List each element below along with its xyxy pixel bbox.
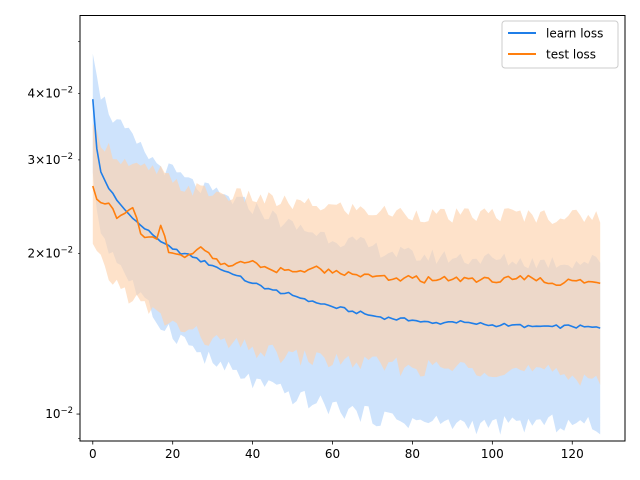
y-tick-label: 3×10−2 — [27, 152, 73, 167]
x-tick-label: 40 — [245, 447, 260, 461]
x-tick-label: 60 — [325, 447, 340, 461]
y-tick-label: 10−2 — [45, 406, 73, 421]
y-tick-label: 4×10−2 — [27, 85, 73, 100]
legend-label-learn-loss: learn loss — [546, 27, 603, 41]
series-line-learn-loss — [92, 99, 601, 330]
x-tick-label: 100 — [481, 447, 504, 461]
y-tick-label: 2×10−2 — [27, 246, 73, 261]
confidence-bands — [92, 53, 601, 435]
x-tick-label: 120 — [561, 447, 584, 461]
x-tick-label: 0 — [89, 447, 97, 461]
y-axis: 10−2 2×10−2 3×10−2 4×10−2 — [27, 41, 80, 439]
legend: learn loss test loss — [501, 20, 619, 69]
series-line-test-loss — [92, 185, 601, 287]
x-axis: 0 20 40 60 80 100 120 — [89, 441, 584, 461]
x-tick-label: 80 — [405, 447, 420, 461]
legend-label-test-loss: test loss — [546, 48, 596, 62]
x-tick-label: 20 — [165, 447, 180, 461]
band-test-loss — [92, 123, 601, 386]
series-lines — [92, 99, 601, 330]
plot-frame — [79, 15, 626, 442]
